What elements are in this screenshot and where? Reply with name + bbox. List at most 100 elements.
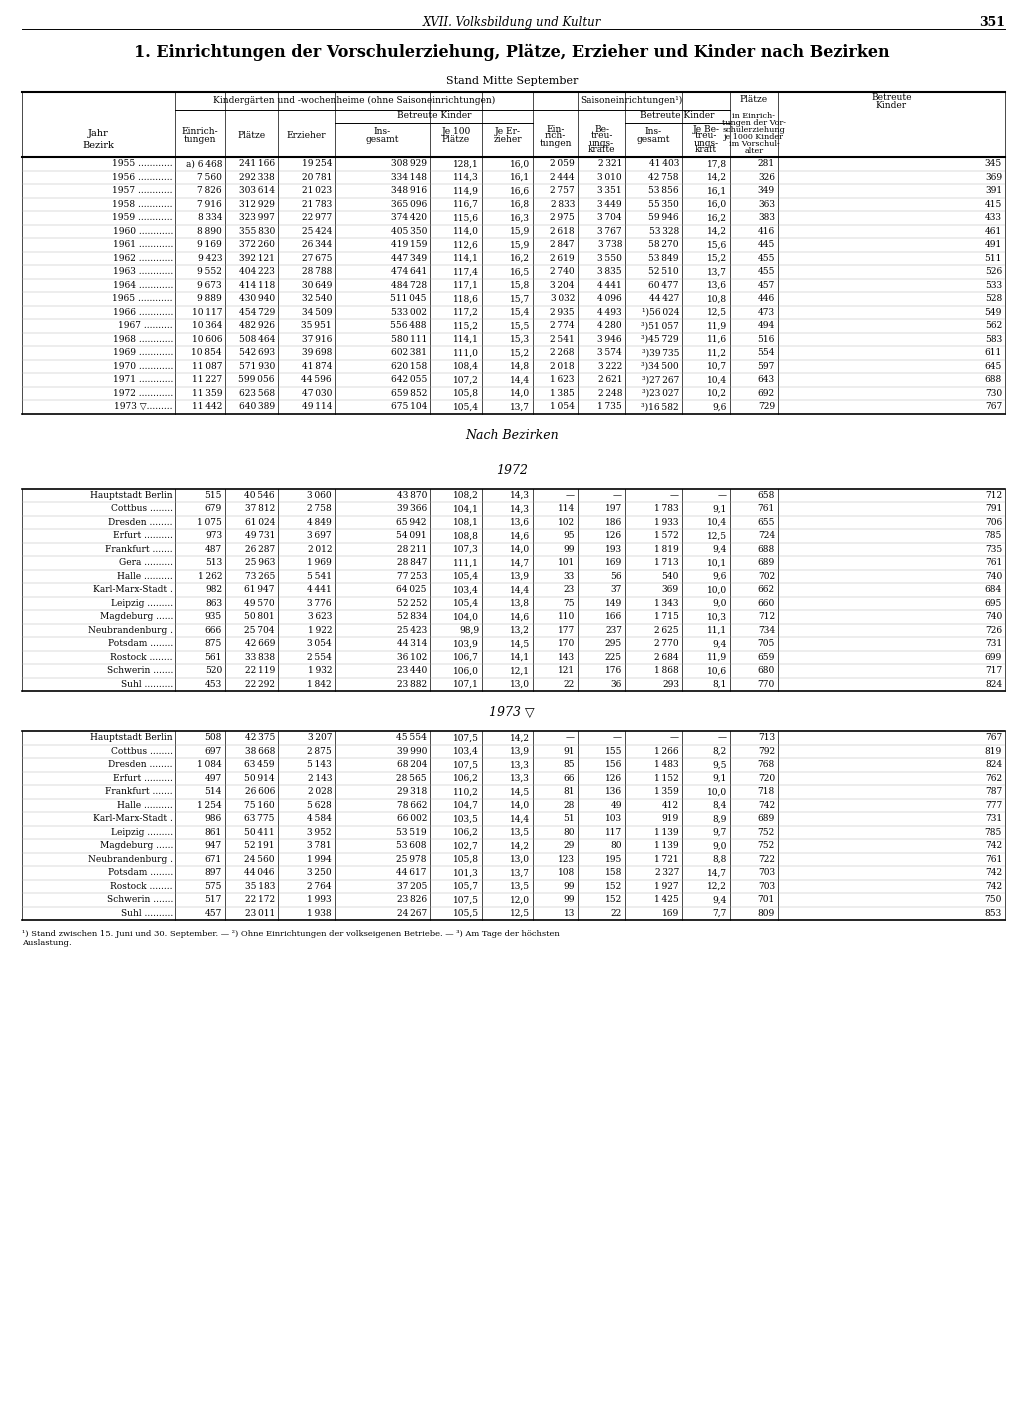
Text: 66 002: 66 002 <box>396 815 427 823</box>
Text: 85: 85 <box>563 760 575 769</box>
Text: 1 969: 1 969 <box>307 558 332 567</box>
Text: 1 735: 1 735 <box>597 402 622 412</box>
Text: 583: 583 <box>985 335 1002 343</box>
Text: 40 546: 40 546 <box>245 491 275 500</box>
Text: 111,0: 111,0 <box>454 349 479 357</box>
Text: 13,7: 13,7 <box>510 402 530 412</box>
Text: 25 423: 25 423 <box>396 625 427 635</box>
Text: 50 914: 50 914 <box>245 773 275 783</box>
Text: 14,2: 14,2 <box>510 733 530 742</box>
Text: 24 560: 24 560 <box>245 854 275 864</box>
Text: 599 056: 599 056 <box>239 376 275 384</box>
Text: 95: 95 <box>563 531 575 540</box>
Text: 1970 ............: 1970 ............ <box>113 362 173 370</box>
Text: 22: 22 <box>610 909 622 917</box>
Text: 9,4: 9,4 <box>713 545 727 554</box>
Text: 3 032: 3 032 <box>551 295 575 303</box>
Text: 819: 819 <box>985 746 1002 756</box>
Text: 14,2: 14,2 <box>707 226 727 236</box>
Text: 126: 126 <box>605 531 622 540</box>
Text: 5 628: 5 628 <box>307 800 332 810</box>
Text: tungen: tungen <box>183 134 216 144</box>
Text: Cottbus ........: Cottbus ........ <box>111 504 173 513</box>
Text: 16,8: 16,8 <box>510 199 530 209</box>
Text: 1 425: 1 425 <box>654 896 679 904</box>
Text: 1966 ............: 1966 ............ <box>113 308 173 316</box>
Text: 1 993: 1 993 <box>307 896 332 904</box>
Text: ³)51 057: ³)51 057 <box>641 322 679 330</box>
Text: 2 327: 2 327 <box>654 869 679 877</box>
Text: 22 977: 22 977 <box>302 214 332 222</box>
Text: 1967 ..........: 1967 .......... <box>119 322 173 330</box>
Text: 4 849: 4 849 <box>307 518 332 527</box>
Text: 15,9: 15,9 <box>510 241 530 249</box>
Text: 2 833: 2 833 <box>551 199 575 209</box>
Text: 16,2: 16,2 <box>510 253 530 263</box>
Text: tungen der Vor-: tungen der Vor- <box>722 120 786 127</box>
Text: 21 023: 21 023 <box>302 187 332 195</box>
Text: Je Be-: Je Be- <box>692 124 720 134</box>
Text: 326: 326 <box>758 172 775 182</box>
Text: 42 758: 42 758 <box>648 172 679 182</box>
Text: Leipzig .........: Leipzig ......... <box>111 827 173 837</box>
Text: 8 890: 8 890 <box>198 226 222 236</box>
Text: 731: 731 <box>985 639 1002 648</box>
Text: 37: 37 <box>610 585 622 594</box>
Text: 415: 415 <box>985 199 1002 209</box>
Text: 3 781: 3 781 <box>307 842 332 850</box>
Text: 13,8: 13,8 <box>510 598 530 608</box>
Text: ungs-: ungs- <box>589 138 614 148</box>
Text: 12,1: 12,1 <box>510 666 530 675</box>
Text: 103,4: 103,4 <box>454 746 479 756</box>
Text: 23 440: 23 440 <box>396 666 427 675</box>
Text: 8,2: 8,2 <box>713 746 727 756</box>
Text: 102: 102 <box>558 518 575 527</box>
Text: 22 172: 22 172 <box>245 896 275 904</box>
Text: 10,0: 10,0 <box>707 585 727 594</box>
Text: Be-: Be- <box>594 124 609 134</box>
Text: 1 715: 1 715 <box>654 612 679 621</box>
Text: 10,4: 10,4 <box>707 376 727 384</box>
Text: 1973 ▽: 1973 ▽ <box>489 706 535 719</box>
Text: 742: 742 <box>985 881 1002 891</box>
Text: 16,1: 16,1 <box>510 172 530 182</box>
Text: 44 427: 44 427 <box>648 295 679 303</box>
Text: 986: 986 <box>205 815 222 823</box>
Text: 22 119: 22 119 <box>245 666 275 675</box>
Text: 701: 701 <box>758 896 775 904</box>
Text: Potsdam ........: Potsdam ........ <box>108 869 173 877</box>
Text: 106,2: 106,2 <box>454 773 479 783</box>
Text: 9,6: 9,6 <box>713 572 727 581</box>
Text: 28 788: 28 788 <box>302 268 332 276</box>
Text: Schwerin .......: Schwerin ....... <box>106 666 173 675</box>
Text: 405 350: 405 350 <box>390 226 427 236</box>
Text: 21 783: 21 783 <box>302 199 332 209</box>
Text: 13,0: 13,0 <box>510 854 530 864</box>
Text: 23: 23 <box>564 585 575 594</box>
Text: 662: 662 <box>758 585 775 594</box>
Text: Hauptstadt Berlin: Hauptstadt Berlin <box>90 733 173 742</box>
Text: 9,0: 9,0 <box>713 842 727 850</box>
Text: 973: 973 <box>205 531 222 540</box>
Text: 712: 712 <box>985 491 1002 500</box>
Text: 13,0: 13,0 <box>510 679 530 689</box>
Text: 1 623: 1 623 <box>551 376 575 384</box>
Text: 3 697: 3 697 <box>307 531 332 540</box>
Text: 121: 121 <box>558 666 575 675</box>
Text: 1 932: 1 932 <box>307 666 332 675</box>
Text: 11,1: 11,1 <box>707 625 727 635</box>
Text: 101: 101 <box>558 558 575 567</box>
Text: 2 143: 2 143 <box>307 773 332 783</box>
Text: 14,6: 14,6 <box>510 612 530 621</box>
Text: 383: 383 <box>758 214 775 222</box>
Text: 11,6: 11,6 <box>707 335 727 343</box>
Text: 497: 497 <box>205 773 222 783</box>
Text: 731: 731 <box>985 815 1002 823</box>
Text: 292 338: 292 338 <box>240 172 275 182</box>
Text: Ins-: Ins- <box>645 127 663 135</box>
Text: Dresden ........: Dresden ........ <box>109 760 173 769</box>
Text: 25 424: 25 424 <box>302 226 332 236</box>
Text: 461: 461 <box>985 226 1002 236</box>
Text: 897: 897 <box>205 869 222 877</box>
Text: 684: 684 <box>985 585 1002 594</box>
